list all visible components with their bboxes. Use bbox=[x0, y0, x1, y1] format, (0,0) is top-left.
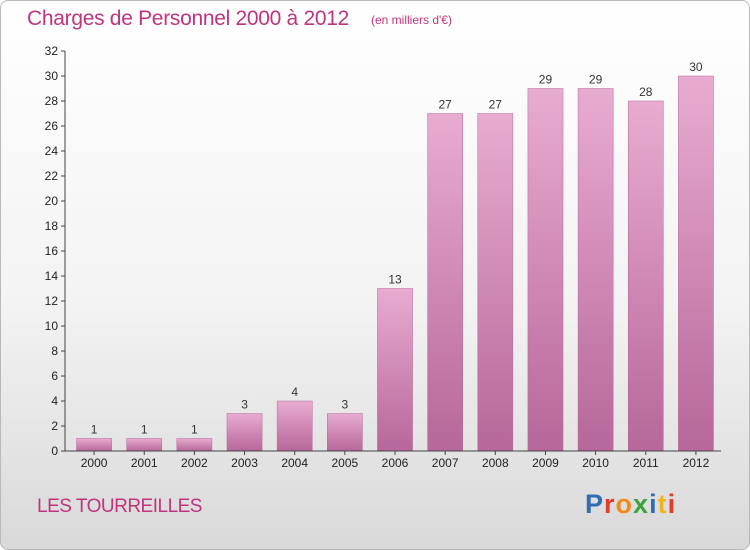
bar-2011 bbox=[627, 100, 664, 452]
logo-letter: i bbox=[649, 489, 658, 519]
logo-letter: P bbox=[585, 489, 605, 519]
x-tick-label-2002: 2002 bbox=[181, 456, 208, 470]
value-label-2008: 27 bbox=[489, 98, 503, 112]
value-label-2005: 3 bbox=[342, 398, 349, 412]
x-tick-label-2011: 2011 bbox=[633, 456, 659, 470]
value-label-2011: 28 bbox=[639, 85, 653, 99]
x-tick-label-2012: 2012 bbox=[683, 456, 710, 470]
x-tick-label-2010: 2010 bbox=[582, 456, 609, 470]
y-tick-label-26: 26 bbox=[45, 119, 59, 133]
logo-letter: r bbox=[604, 489, 616, 519]
value-label-2000: 1 bbox=[91, 423, 98, 437]
bar-2003 bbox=[226, 413, 263, 452]
bar-2012 bbox=[678, 75, 714, 452]
y-tick-label-14: 14 bbox=[45, 269, 59, 283]
value-label-2009: 29 bbox=[539, 73, 553, 87]
value-label-2001: 1 bbox=[141, 423, 148, 437]
chart-subtitle: (en milliers d'€) bbox=[371, 13, 452, 27]
y-tick-label-28: 28 bbox=[45, 94, 59, 108]
x-tick-label-2008: 2008 bbox=[482, 456, 509, 470]
bar-2009 bbox=[527, 88, 564, 452]
value-label-2002: 1 bbox=[191, 423, 198, 437]
y-tick-label-22: 22 bbox=[45, 169, 59, 183]
value-label-2012: 30 bbox=[689, 60, 703, 74]
bar-2005 bbox=[327, 413, 363, 452]
commune-name: LES TOURREILLES bbox=[37, 496, 202, 517]
x-tick-label-2005: 2005 bbox=[331, 456, 358, 470]
y-tick-label-8: 8 bbox=[51, 344, 58, 358]
bar-2001 bbox=[126, 438, 163, 452]
proxiti-logo: Proxiti bbox=[585, 489, 676, 520]
bar-2002 bbox=[176, 438, 213, 452]
x-tick-label-2001: 2001 bbox=[131, 456, 158, 470]
y-tick-label-6: 6 bbox=[51, 369, 58, 383]
x-tick-label-2007: 2007 bbox=[432, 456, 459, 470]
y-tick-label-16: 16 bbox=[45, 244, 59, 258]
bar-2008 bbox=[477, 113, 514, 452]
y-tick-label-12: 12 bbox=[45, 294, 59, 308]
y-tick-label-18: 18 bbox=[45, 219, 59, 233]
logo-letter: x bbox=[633, 489, 650, 519]
x-tick-label-2000: 2000 bbox=[81, 456, 108, 470]
bar-2007 bbox=[427, 113, 463, 452]
value-label-2004: 4 bbox=[291, 385, 298, 399]
bar-2000 bbox=[76, 438, 112, 452]
bar-2006 bbox=[377, 288, 413, 452]
chart-title: Charges de Personnel 2000 à 2012 bbox=[27, 7, 349, 30]
y-tick-label-0: 0 bbox=[51, 444, 58, 458]
value-label-2007: 27 bbox=[438, 98, 452, 112]
y-tick-label-24: 24 bbox=[45, 144, 59, 158]
logo-letter: t bbox=[657, 489, 668, 519]
logo-letter: o bbox=[615, 489, 634, 519]
bar-2010 bbox=[577, 88, 614, 452]
y-tick-label-32: 32 bbox=[45, 44, 59, 58]
x-tick-label-2004: 2004 bbox=[281, 456, 308, 470]
axes-group: 2000 2001 2002 2003 2004 2005 2006 2007 2008 2009… bbox=[45, 44, 721, 470]
value-label-2003: 3 bbox=[241, 398, 248, 412]
y-tick-label-20: 20 bbox=[45, 194, 59, 208]
x-tick-label-2003: 2003 bbox=[231, 456, 258, 470]
logo-letter: i bbox=[667, 489, 677, 519]
value-label-2010: 29 bbox=[589, 73, 603, 87]
y-tick-label-4: 4 bbox=[51, 394, 58, 408]
y-tick-label-30: 30 bbox=[45, 69, 59, 83]
y-tick-label-2: 2 bbox=[51, 419, 58, 433]
bar-2004 bbox=[276, 400, 313, 452]
x-tick-label-2006: 2006 bbox=[382, 456, 409, 470]
y-tick-label-10: 10 bbox=[45, 319, 59, 333]
x-tick-label-2009: 2009 bbox=[532, 456, 559, 470]
value-label-2006: 13 bbox=[388, 273, 402, 287]
